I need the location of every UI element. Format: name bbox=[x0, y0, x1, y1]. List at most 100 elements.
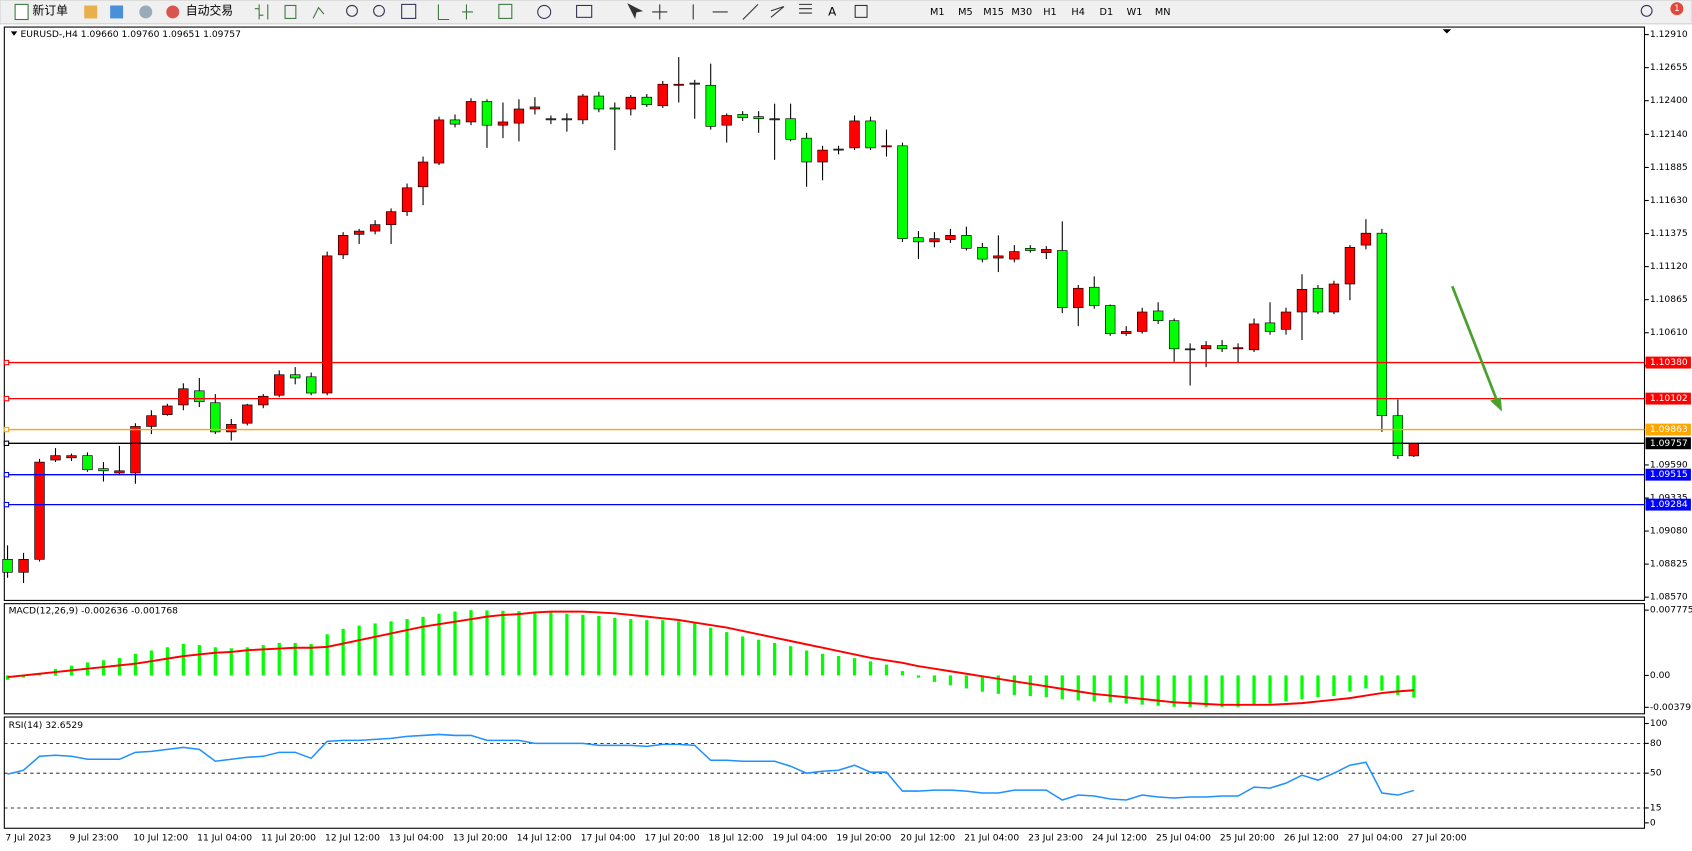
price-label: 1.09284 bbox=[1650, 499, 1688, 510]
candle-body bbox=[290, 374, 301, 379]
notification-badge[interactable] bbox=[1670, 2, 1684, 16]
line-anchor bbox=[3, 440, 10, 447]
icon[interactable] bbox=[627, 3, 644, 19]
candle-body bbox=[1280, 311, 1292, 330]
candle-body bbox=[1168, 320, 1180, 350]
new-order-label[interactable]: 新订单 bbox=[32, 3, 68, 17]
candle-body bbox=[130, 426, 141, 474]
candle-body bbox=[18, 559, 29, 573]
candle-body bbox=[593, 95, 605, 110]
candle-body bbox=[1264, 322, 1276, 332]
candle-body bbox=[881, 145, 892, 148]
y-tick-label: 15 bbox=[1650, 802, 1662, 813]
macd-bar bbox=[1348, 675, 1352, 692]
candle-body bbox=[401, 187, 413, 212]
icon[interactable] bbox=[110, 5, 124, 19]
auto-trading-label[interactable]: 自动交易 bbox=[186, 3, 233, 17]
macd-bar bbox=[1140, 675, 1144, 705]
candle-body bbox=[705, 84, 716, 127]
timeframe-button[interactable]: W1 bbox=[1127, 7, 1143, 18]
icon[interactable] bbox=[652, 4, 668, 20]
x-tick-label: 19 Jul 04:00 bbox=[772, 832, 827, 843]
toolbar-icons[interactable] bbox=[254, 3, 868, 21]
icon[interactable] bbox=[692, 4, 759, 20]
macd-bar bbox=[1092, 675, 1096, 702]
timeframe-button[interactable]: M5 bbox=[958, 7, 973, 18]
macd-bar bbox=[277, 642, 281, 676]
timeframe-button[interactable]: MN bbox=[1155, 7, 1171, 18]
candle-body bbox=[242, 404, 253, 424]
text-tool[interactable]: A bbox=[828, 4, 837, 18]
timeframe-button[interactable]: M30 bbox=[1011, 7, 1032, 18]
macd-bar bbox=[325, 634, 329, 676]
icon[interactable] bbox=[373, 4, 385, 17]
macd-bar bbox=[229, 648, 233, 676]
macd-bar bbox=[693, 622, 697, 676]
timeframe-button[interactable]: H1 bbox=[1043, 7, 1056, 18]
candle-body bbox=[1089, 286, 1100, 306]
price-label-bg bbox=[1645, 423, 1691, 436]
candle-body bbox=[657, 83, 668, 107]
icon[interactable] bbox=[498, 3, 513, 19]
icon[interactable] bbox=[254, 4, 269, 20]
macd-bar bbox=[5, 675, 10, 680]
new-order-button[interactable]: 新订单 bbox=[14, 3, 68, 21]
icon[interactable] bbox=[462, 4, 473, 20]
search-icon[interactable] bbox=[1640, 4, 1653, 17]
icon[interactable] bbox=[84, 5, 98, 19]
price-label-bg bbox=[1645, 392, 1691, 405]
x-tick-label: 21 Jul 04:00 bbox=[964, 832, 1019, 843]
candle-body bbox=[529, 106, 541, 110]
y-tick-label: 1.09590 bbox=[1650, 459, 1688, 470]
icon[interactable] bbox=[401, 3, 417, 19]
icon[interactable] bbox=[537, 4, 552, 19]
y-tick-label: 1.12910 bbox=[1650, 29, 1688, 40]
macd-bar bbox=[581, 614, 585, 676]
candle-body bbox=[609, 107, 621, 110]
candle-body bbox=[50, 455, 61, 461]
icon[interactable] bbox=[770, 3, 812, 18]
y-tick-label: 0.00 bbox=[1650, 670, 1671, 681]
macd-bar bbox=[1300, 675, 1304, 700]
icon[interactable] bbox=[854, 4, 868, 18]
candle-body bbox=[481, 101, 493, 126]
annotation-arrow bbox=[1451, 285, 1502, 412]
icon[interactable] bbox=[284, 4, 297, 19]
icon[interactable] bbox=[437, 4, 450, 21]
candle-body bbox=[913, 237, 924, 243]
candle-body bbox=[929, 238, 940, 243]
x-tick-label: 23 Jul 23:00 bbox=[1028, 832, 1083, 843]
macd-bar bbox=[900, 671, 905, 676]
candle-body bbox=[513, 108, 525, 124]
y-tick-label: 1.12140 bbox=[1650, 129, 1688, 140]
timeframe-button[interactable]: H4 bbox=[1071, 7, 1084, 18]
timeframe-button[interactable]: M1 bbox=[930, 7, 945, 18]
y-tick-label: 1.12655 bbox=[1650, 62, 1688, 73]
price-title: EURUSD-,H4 1.09660 1.09760 1.09651 1.097… bbox=[21, 29, 242, 40]
timeframes: M1 M5 M15 M30 H1 H4 D1 W1 MN bbox=[930, 7, 1171, 18]
macd-bar bbox=[21, 675, 26, 678]
candle-body bbox=[769, 118, 780, 121]
plots: 1.12910 1.12655 1.12400 1.12140 1.11885 1.116… bbox=[2, 29, 1692, 843]
macd-bar bbox=[309, 644, 313, 676]
icon[interactable] bbox=[346, 4, 358, 17]
macd-bar bbox=[709, 627, 713, 676]
icon[interactable] bbox=[139, 5, 153, 19]
icon[interactable] bbox=[312, 6, 325, 19]
timeframe-button[interactable]: D1 bbox=[1100, 7, 1114, 18]
y-tick-label: 1.11885 bbox=[1650, 162, 1688, 173]
auto-trading-button[interactable]: 自动交易 bbox=[166, 3, 233, 19]
y-tick-label: -0.003797 bbox=[1650, 702, 1692, 713]
line-anchor bbox=[3, 395, 10, 402]
candle-body bbox=[673, 83, 684, 86]
candle-body bbox=[82, 455, 93, 471]
candle-body bbox=[849, 120, 860, 149]
timeframe-button[interactable]: M15 bbox=[983, 7, 1004, 18]
x-tick-label: 25 Jul 04:00 bbox=[1156, 832, 1211, 843]
x-tick-label: 26 Jul 12:00 bbox=[1284, 832, 1339, 843]
x-tick-label: 18 Jul 12:00 bbox=[709, 832, 764, 843]
y-tick-label: 1.09335 bbox=[1650, 493, 1688, 504]
candle-body bbox=[417, 161, 429, 188]
icon[interactable] bbox=[576, 4, 593, 18]
macd-bar bbox=[773, 642, 777, 676]
